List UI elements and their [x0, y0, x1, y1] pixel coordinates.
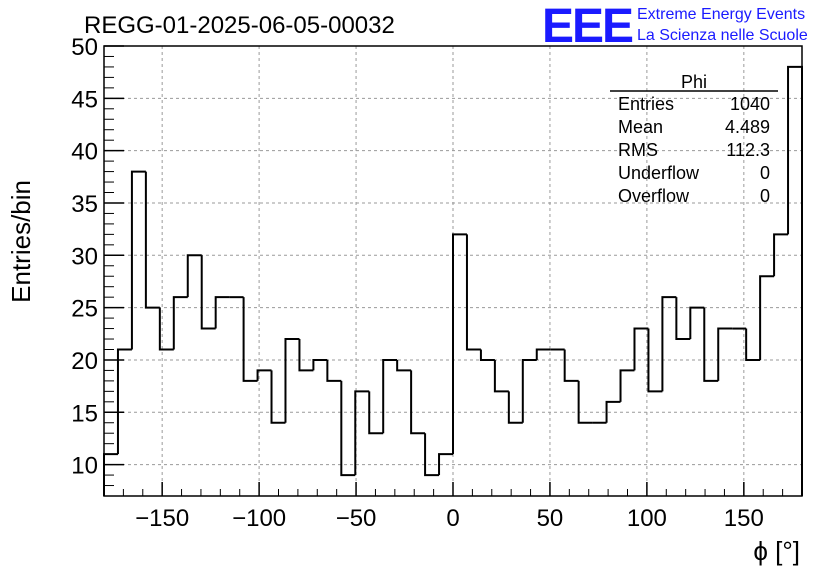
histogram-bin — [312, 358, 328, 371]
histogram-bin — [717, 327, 733, 381]
histogram-bin — [703, 307, 719, 382]
histogram-bin — [647, 328, 663, 393]
stats-value: 4.489 — [725, 117, 770, 137]
plot-frame — [103, 45, 803, 497]
histogram-bin — [186, 254, 202, 298]
logo-line-2: La Scienza nelle Scuole — [637, 27, 808, 44]
stats-label: Overflow — [618, 186, 690, 206]
histogram-bin — [354, 390, 370, 476]
eee-logo: EEE Extreme Energy Events La Scienza nel… — [542, 0, 808, 53]
histogram-bin — [410, 370, 426, 435]
stats-label: Mean — [618, 117, 663, 137]
histogram-bin — [465, 234, 481, 351]
histogram-bin — [424, 433, 440, 477]
histogram-bin — [298, 339, 314, 372]
x-tick-labels: −150 −100 −50 0 50 100 150 — [135, 505, 764, 532]
x-tick-label: 50 — [537, 505, 564, 532]
histogram-bin — [270, 370, 286, 424]
histogram-bin — [326, 359, 342, 382]
histogram-bin — [773, 233, 789, 277]
y-tick-label: 35 — [71, 191, 98, 218]
histogram-bin — [759, 275, 775, 360]
histogram-bin — [256, 369, 272, 381]
y-tick-label: 40 — [71, 139, 98, 166]
histogram-bin — [787, 65, 803, 496]
y-tick-label: 50 — [71, 34, 98, 61]
stats-value: 0 — [760, 163, 770, 183]
histogram-bin — [521, 358, 537, 423]
histogram-bin — [438, 453, 453, 476]
histogram-bin — [605, 400, 621, 423]
histogram-bin — [340, 380, 356, 477]
histogram-bin — [535, 348, 551, 360]
stats-label: RMS — [618, 140, 658, 160]
histogram-bin — [172, 296, 188, 350]
histogram-bin — [158, 307, 174, 351]
histogram-bin — [689, 306, 705, 340]
stats-box: Phi Entries 1040 Mean 4.489 RMS 112.3 Underflo… — [610, 72, 778, 206]
histogram-bin — [675, 297, 691, 341]
x-tick-label: 150 — [724, 505, 764, 532]
histogram-bin — [493, 359, 509, 393]
histogram-bin — [745, 328, 761, 361]
histogram-bin — [619, 369, 635, 402]
chart-title: REGG-01-2025-06-05-00032 — [84, 12, 395, 39]
stats-label: Underflow — [618, 163, 700, 183]
y-tick-label: 25 — [71, 296, 98, 323]
histogram-bin — [507, 391, 523, 424]
stats-value: 0 — [760, 186, 770, 206]
histogram-bin — [633, 327, 649, 371]
x-tick-label: 100 — [627, 505, 667, 532]
histogram-bin — [130, 170, 146, 350]
histogram-bin — [396, 359, 412, 372]
histogram-bin — [479, 349, 495, 361]
histogram-bin — [577, 380, 593, 424]
histogram-bin — [382, 358, 398, 434]
x-tick-label: −100 — [232, 505, 286, 532]
logo-mark: EEE — [542, 0, 633, 53]
y-tick-label: 20 — [71, 348, 98, 375]
stats-value: 1040 — [730, 94, 770, 114]
logo-line-1: Extreme Energy Events — [637, 6, 805, 23]
axis-ticks — [104, 45, 784, 496]
histogram-bin — [116, 348, 132, 455]
stats-value: 112.3 — [726, 140, 770, 160]
histogram-bin — [563, 349, 579, 382]
x-tick-label: −50 — [336, 505, 377, 532]
y-tick-label: 15 — [71, 400, 98, 427]
histogram-bin — [661, 296, 677, 392]
x-axis-label: ϕ [°] — [753, 536, 800, 566]
stats-label: Entries — [618, 94, 674, 114]
y-tick-labels: 10 15 20 25 30 35 40 45 50 — [71, 34, 98, 480]
x-tick-label: −150 — [135, 505, 189, 532]
y-tick-label: 30 — [71, 243, 98, 270]
histogram-bin — [144, 171, 160, 309]
x-tick-label: 0 — [446, 505, 459, 532]
stats-name: Phi — [681, 72, 707, 92]
y-tick-label: 10 — [71, 453, 98, 480]
y-axis-label: Entries/bin — [6, 180, 36, 303]
y-tick-label: 45 — [71, 86, 98, 113]
histogram-bin — [214, 296, 230, 329]
histogram-bin — [242, 297, 258, 382]
histogram-bin — [200, 255, 216, 330]
histogram-bin — [368, 391, 384, 435]
histogram-bin — [284, 338, 300, 423]
histogram-bin — [452, 233, 467, 455]
stats-rows: Entries 1040 Mean 4.489 RMS 112.3 Underflow 0 Ov… — [618, 94, 770, 206]
